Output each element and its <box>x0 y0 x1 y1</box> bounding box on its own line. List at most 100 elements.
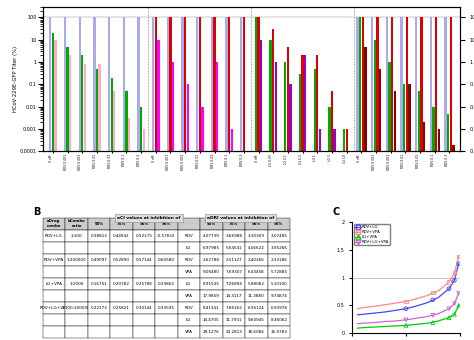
Bar <box>113 91 116 340</box>
Bar <box>137 17 139 340</box>
Bar <box>379 69 381 340</box>
Bar <box>452 145 455 340</box>
Bar <box>196 17 198 340</box>
Bar <box>301 55 304 340</box>
Bar <box>93 17 96 340</box>
Bar <box>211 17 213 340</box>
Bar <box>140 107 142 340</box>
Point <box>451 301 458 306</box>
Bar <box>260 40 263 340</box>
Bar <box>79 17 81 340</box>
Text: C: C <box>333 207 340 218</box>
Bar <box>356 17 358 340</box>
Point <box>445 306 453 311</box>
Bar <box>290 84 292 340</box>
Bar <box>376 17 379 340</box>
Bar <box>172 62 174 340</box>
Bar <box>184 17 186 340</box>
Bar <box>408 84 410 340</box>
Point <box>451 278 458 283</box>
Bar <box>348 152 350 340</box>
Bar <box>81 55 83 340</box>
Bar <box>69 55 72 340</box>
Bar <box>225 17 228 340</box>
Point <box>402 299 410 304</box>
Legend: RDV+LG, RDV+VPA, LG+VPA, RDV+LG+VPA: RDV+LG, RDV+VPA, LG+VPA, RDV+LG+VPA <box>354 224 390 245</box>
Bar <box>343 129 345 340</box>
Text: aCl values at inhibition of: aCl values at inhibition of <box>118 216 181 220</box>
Bar <box>257 17 260 340</box>
Bar <box>430 17 432 340</box>
Bar <box>66 47 69 340</box>
Bar <box>374 40 376 340</box>
Bar <box>125 91 128 340</box>
Bar <box>123 17 125 340</box>
Bar <box>359 17 361 340</box>
Bar <box>362 17 364 340</box>
Bar <box>393 91 396 340</box>
Bar <box>401 17 402 340</box>
Bar <box>334 129 336 340</box>
Point <box>451 311 458 317</box>
Bar <box>128 119 130 340</box>
Bar <box>432 107 435 340</box>
Bar <box>228 17 230 340</box>
Point <box>455 254 463 259</box>
Bar <box>272 29 274 340</box>
Bar <box>157 40 160 340</box>
Bar <box>391 17 393 340</box>
Point <box>445 279 453 285</box>
Bar <box>167 17 169 340</box>
Bar <box>110 78 113 340</box>
Bar <box>84 64 86 340</box>
Bar <box>299 74 301 340</box>
Bar <box>216 62 219 340</box>
Point <box>429 320 437 325</box>
Bar <box>420 17 423 340</box>
Bar <box>143 129 145 340</box>
Bar <box>328 107 330 340</box>
Bar <box>346 129 348 340</box>
Bar <box>319 129 321 340</box>
Point <box>455 303 463 308</box>
Bar <box>450 17 452 340</box>
Bar <box>246 152 248 340</box>
Bar <box>316 55 319 340</box>
Bar <box>187 84 189 340</box>
Bar <box>415 17 417 340</box>
Point <box>402 317 410 323</box>
Bar <box>284 62 286 340</box>
Bar <box>152 17 154 340</box>
Bar <box>182 17 183 340</box>
Bar <box>64 17 66 340</box>
Bar <box>388 62 391 340</box>
Point <box>451 270 458 276</box>
Bar <box>213 17 216 340</box>
Bar <box>435 17 438 340</box>
Bar <box>96 69 98 340</box>
Bar <box>275 62 277 340</box>
Bar <box>199 17 201 340</box>
Bar <box>331 91 333 340</box>
Text: aDRI values at inhibition of: aDRI values at inhibition of <box>207 216 274 220</box>
Bar <box>403 84 405 340</box>
Point <box>429 290 437 295</box>
Point <box>402 306 410 311</box>
Point <box>455 290 463 296</box>
Bar <box>155 17 157 340</box>
Point <box>429 313 437 318</box>
Bar <box>169 17 172 340</box>
Point <box>455 261 463 266</box>
Bar <box>447 114 449 340</box>
Bar <box>49 17 52 340</box>
Bar <box>240 17 242 340</box>
Bar <box>99 64 101 340</box>
Bar <box>287 47 289 340</box>
Bar <box>386 17 388 340</box>
Bar <box>418 91 420 340</box>
Bar <box>444 17 447 340</box>
Point <box>445 286 453 291</box>
Bar <box>108 17 110 340</box>
Bar <box>313 69 316 340</box>
Bar <box>438 129 440 340</box>
